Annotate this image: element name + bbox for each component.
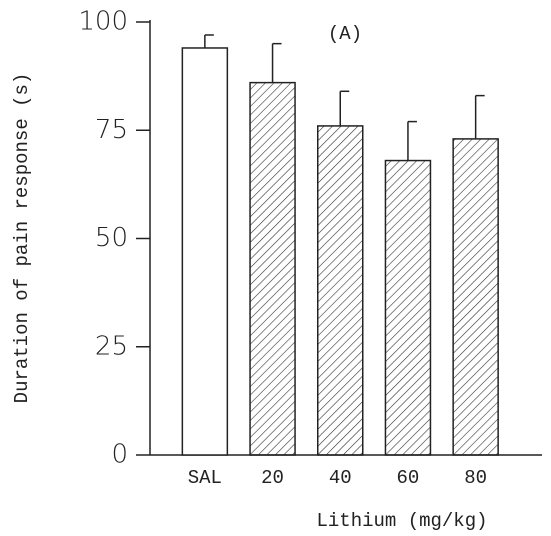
x-tick-label: 60 <box>397 467 420 489</box>
x-tick-label: SAL <box>188 467 222 489</box>
bar <box>181 47 229 456</box>
bar <box>249 81 296 456</box>
y-tick-label: 25 <box>95 331 128 361</box>
y-tick-label: 75 <box>95 115 128 145</box>
y-tick-label: 100 <box>78 7 128 37</box>
annotation: (A) <box>328 23 362 45</box>
x-tick-label: 80 <box>464 467 487 489</box>
x-axis-label: Lithium (mg/kg) <box>316 510 487 532</box>
bar <box>317 125 364 456</box>
x-tick-label: 20 <box>261 467 284 489</box>
bar <box>384 159 432 456</box>
bar <box>452 138 499 456</box>
x-tick-label: 40 <box>329 467 352 489</box>
y-tick-label: 0 <box>111 440 128 470</box>
y-tick-label: 50 <box>95 223 128 253</box>
y-axis-label: Duration of pain response (s) <box>11 73 33 404</box>
